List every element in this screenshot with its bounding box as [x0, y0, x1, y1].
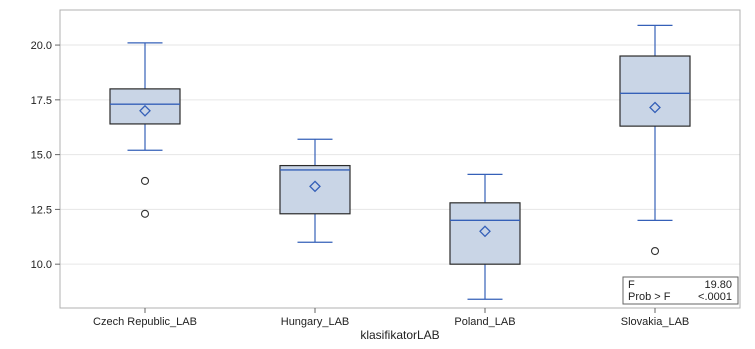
stats-inset-frame [622, 276, 739, 305]
x-axis: Czech Republic_LAB Hungary_LAB Poland_LAB S… [93, 308, 689, 328]
x-tick-label: Poland_LAB [454, 316, 515, 328]
outlier-point [140, 209, 150, 218]
y-tick-label: 17.5 [31, 95, 52, 107]
outlier-point [140, 176, 150, 185]
mean-marker [649, 101, 661, 114]
plot-frame [59, 9, 741, 309]
y-tick-label: 15.0 [31, 150, 52, 162]
x-tick-label: Hungary_LAB [281, 316, 350, 328]
mean-marker [309, 180, 321, 193]
x-tick-label: Czech Republic_LAB [93, 316, 197, 328]
stats-prob-label: Prob > F [628, 291, 671, 303]
box-group [619, 24, 691, 256]
box-group [449, 173, 521, 300]
x-tick-label: Slovakia_LAB [621, 316, 690, 328]
stats-f-label: F [628, 279, 635, 291]
stats-prob-value: <.0001 [698, 291, 732, 303]
outlier-point [650, 246, 660, 256]
y-axis: 10.0 12.5 15.0 17.5 20.0 [31, 40, 60, 271]
mean-marker [479, 225, 491, 238]
iqr-box [619, 55, 691, 127]
y-tick-label: 20.0 [31, 40, 52, 52]
boxes-layer [109, 24, 691, 300]
y-tick-label: 12.5 [31, 204, 52, 216]
stats-inset: F 19.80 Prob > F <.0001 [622, 276, 739, 305]
box-group [109, 42, 181, 218]
x-axis-title: klasifikatorLAB [360, 328, 439, 342]
mean-marker [139, 104, 151, 117]
y-tick-label: 10.0 [31, 259, 52, 271]
stats-f-value: 19.80 [704, 279, 732, 291]
box-group [279, 138, 351, 243]
